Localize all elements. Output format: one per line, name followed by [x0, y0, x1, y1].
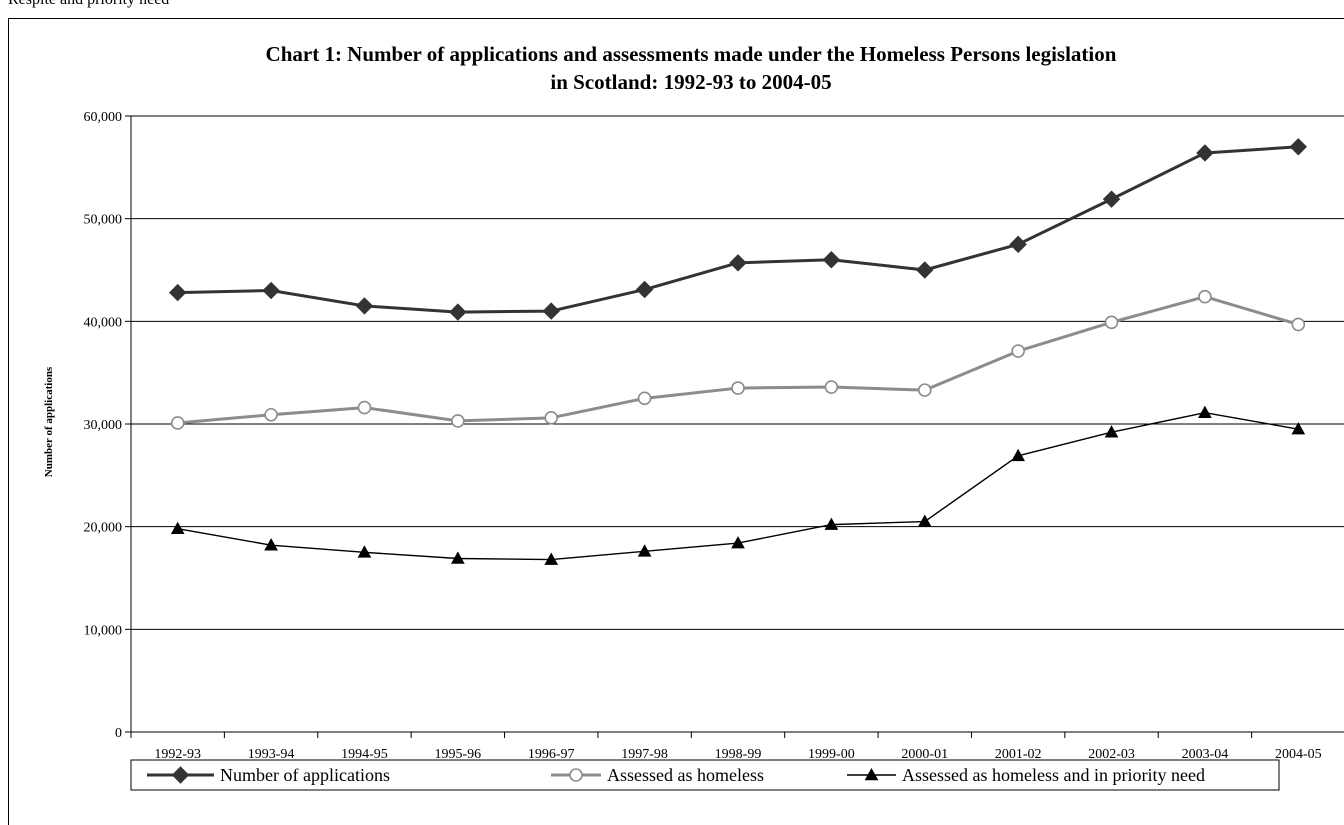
data-point-marker [637, 391, 652, 406]
y-tick-label: 0 [115, 726, 122, 741]
x-tick-label: 1999-00 [808, 747, 855, 762]
data-point-marker [1198, 289, 1212, 304]
data-point-marker [1011, 344, 1025, 358]
data-point-marker [262, 281, 280, 300]
line-chart: Chart 1: Number of applications and asse… [43, 42, 1344, 791]
data-point-marker [637, 544, 652, 557]
legend-label: Number of applications [220, 765, 390, 785]
data-point-marker [449, 303, 467, 321]
data-point-marker [451, 414, 465, 428]
data-point-marker [824, 517, 839, 530]
x-tick-label: 2004-05 [1275, 747, 1322, 762]
series-group [170, 289, 1306, 430]
data-point-marker [916, 261, 934, 279]
y-tick-label: 30,000 [84, 418, 123, 433]
x-tick-label: 1994-95 [341, 747, 388, 762]
data-point-marker [544, 552, 559, 565]
legend-marker [171, 766, 190, 784]
series-line [177, 145, 1299, 314]
x-tick-label: 1992-93 [154, 747, 201, 762]
data-point-marker [1291, 422, 1306, 435]
legend-marker [569, 768, 583, 782]
y-tick-label: 10,000 [84, 623, 123, 638]
x-tick-label: 2000-01 [901, 747, 948, 762]
y-tick-label: 50,000 [84, 213, 123, 228]
data-point-marker [168, 283, 187, 302]
data-point-marker [357, 400, 372, 415]
gridlines [131, 115, 1344, 630]
data-point-marker [542, 302, 560, 320]
series-group [170, 405, 1306, 565]
x-tick-label: 1997-98 [621, 747, 668, 762]
data-point-marker [264, 407, 278, 422]
data-point-marker [450, 551, 465, 564]
data-point-marker [1291, 317, 1306, 332]
x-tick-label: 2003-04 [1182, 747, 1229, 762]
x-tick-label: 2001-02 [995, 747, 1042, 762]
legend-label: Assessed as homeless and in priority nee… [902, 765, 1205, 785]
x-tick-label: 1993-94 [248, 747, 295, 762]
data-point-marker [1009, 235, 1027, 254]
data-point-marker [357, 545, 372, 558]
data-point-marker [1196, 144, 1214, 162]
data-point-marker [170, 521, 185, 535]
chart-title-line-2: in Scotland: 1992-93 to 2004-05 [550, 70, 831, 94]
data-point-marker [635, 280, 654, 299]
data-point-marker [544, 411, 559, 425]
x-tick-label: 1998-99 [715, 747, 762, 762]
y-tick-label: 20,000 [84, 521, 123, 536]
data-point-marker [1289, 138, 1308, 156]
chart-title-line-1: Chart 1: Number of applications and asse… [266, 42, 1117, 66]
y-tick-label: 60,000 [84, 110, 123, 125]
chart-frame: Chart 1: Number of applications and asse… [8, 18, 1344, 825]
data-point-marker [917, 514, 932, 527]
y-tick-label: 40,000 [84, 315, 123, 330]
legend-label: Assessed as homeless [607, 765, 764, 785]
y-axis-title: Number of applications [43, 366, 55, 477]
page-top-text: Respite and priority need [8, 0, 169, 9]
legend-box [130, 759, 1280, 791]
data-point-marker [824, 380, 839, 394]
data-point-marker [822, 251, 841, 269]
data-point-marker [170, 416, 185, 430]
legend-marker [864, 767, 879, 781]
data-point-marker [1011, 448, 1026, 462]
data-point-marker [731, 536, 745, 549]
x-tick-label: 1996-97 [528, 747, 575, 762]
series-group [168, 138, 1308, 321]
series-lines [168, 138, 1308, 565]
data-point-marker [729, 254, 747, 272]
data-point-marker [1102, 190, 1121, 208]
data-point-marker [731, 381, 745, 395]
data-point-marker [1198, 405, 1212, 419]
x-tick-label: 2002-03 [1088, 747, 1135, 762]
data-point-marker [917, 383, 932, 397]
axes: 0 10,000 20,000 30,000 40,000 50,000 60,000 199… [84, 110, 1344, 762]
data-point-marker [355, 297, 374, 315]
data-point-marker [1104, 315, 1119, 330]
series-line [177, 295, 1299, 425]
x-tick-label: 1995-96 [435, 747, 482, 762]
data-point-marker [264, 538, 278, 551]
data-point-marker [1104, 425, 1119, 438]
legend: Number of applications Assessed as homele… [130, 759, 1280, 791]
